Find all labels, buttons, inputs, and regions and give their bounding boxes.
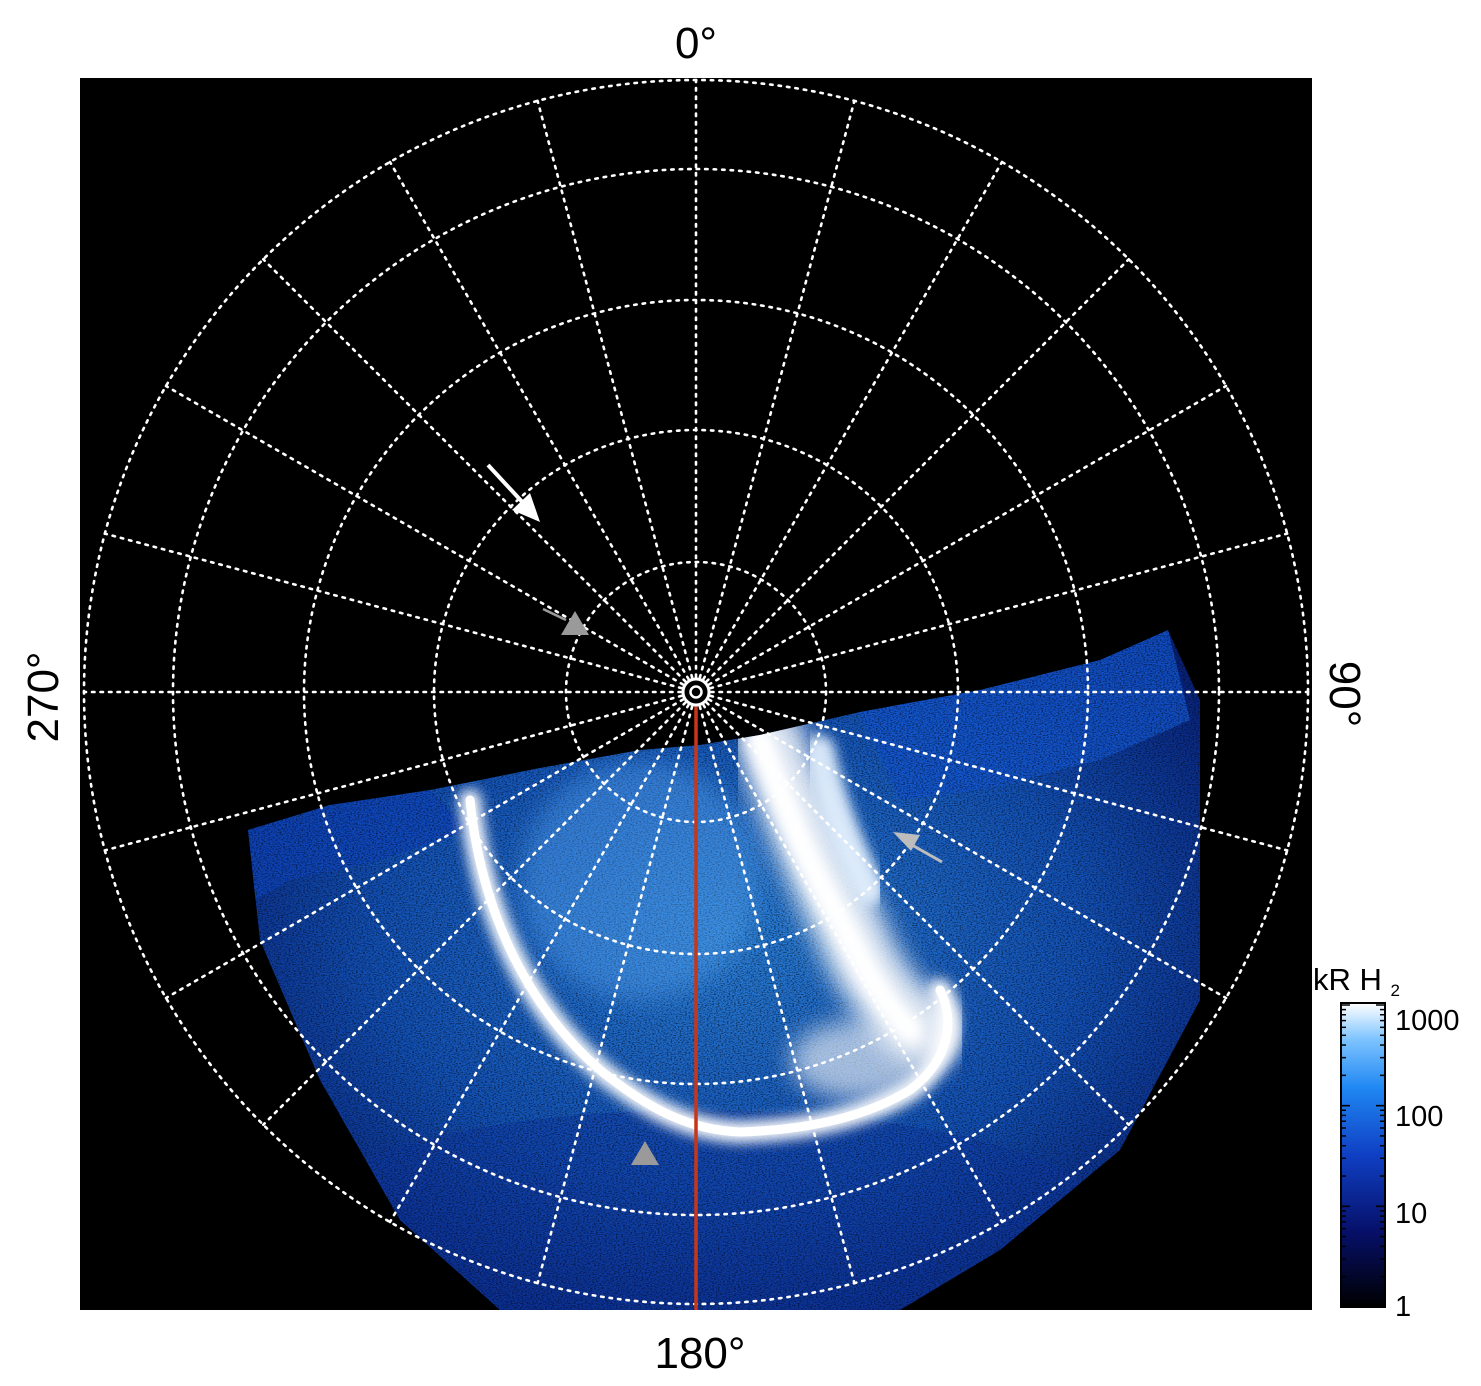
meridian-gridline-60 <box>707 384 1228 686</box>
gray-triangle-marker-upper <box>542 607 589 635</box>
meridian-gridline-315 <box>261 257 687 683</box>
colorbar-title: kR H 2 <box>1313 962 1400 1000</box>
meridian-gridline-150 <box>702 703 1004 1224</box>
colorbar-ticks <box>1341 1004 1385 1308</box>
meridian-gridline-195 <box>536 705 694 1285</box>
pole-marker <box>681 677 711 707</box>
longitude-label-right: 90° <box>1320 661 1369 728</box>
meridian-gridline-15 <box>698 99 856 679</box>
meridian-gridline-225 <box>261 701 687 1127</box>
colorbar-tick-label-1: 1 <box>1395 1291 1411 1323</box>
gray-triangle-marker-lower <box>631 1141 659 1165</box>
meridian-gridline-75 <box>709 532 1289 690</box>
meridian-gridline-165 <box>698 705 856 1285</box>
colorbar-tick-label-100: 100 <box>1395 1101 1443 1133</box>
meridian-gridline-30 <box>702 160 1004 681</box>
colorbar-gradient <box>1340 1002 1386 1308</box>
meridian-gridline-330 <box>388 160 690 681</box>
gray-arrow-marker <box>893 832 943 864</box>
meridian-gridline-285 <box>103 532 683 690</box>
colorbar: kR H 2 1000 100 10 1 <box>1313 962 1460 1323</box>
meridian-gridline-120 <box>707 698 1228 1000</box>
meridian-gridline-345 <box>536 99 694 679</box>
longitude-label-bottom: 180° <box>654 1329 745 1378</box>
colorbar-tick-label-1000: 1000 <box>1395 1005 1460 1037</box>
longitude-label-top: 0° <box>675 19 717 68</box>
meridian-gridline-240 <box>164 698 685 1000</box>
colorbar-title-main: kR H <box>1313 962 1382 997</box>
meridian-gridline-45 <box>705 257 1131 683</box>
meridian-gridline-105 <box>709 694 1289 852</box>
white-arrow-marker <box>486 463 540 522</box>
latitude-circle-4 <box>171 167 1221 1217</box>
colorbar-title-subscript: 2 <box>1391 981 1400 1000</box>
meridian-gridline-255 <box>103 694 683 852</box>
meridian-gridline-300 <box>164 384 685 686</box>
colorbar-tick-label-10: 10 <box>1395 1198 1427 1230</box>
meridian-gridline-210 <box>388 703 690 1224</box>
meridian-gridline-135 <box>705 701 1131 1127</box>
longitude-label-left: 270° <box>19 651 68 742</box>
